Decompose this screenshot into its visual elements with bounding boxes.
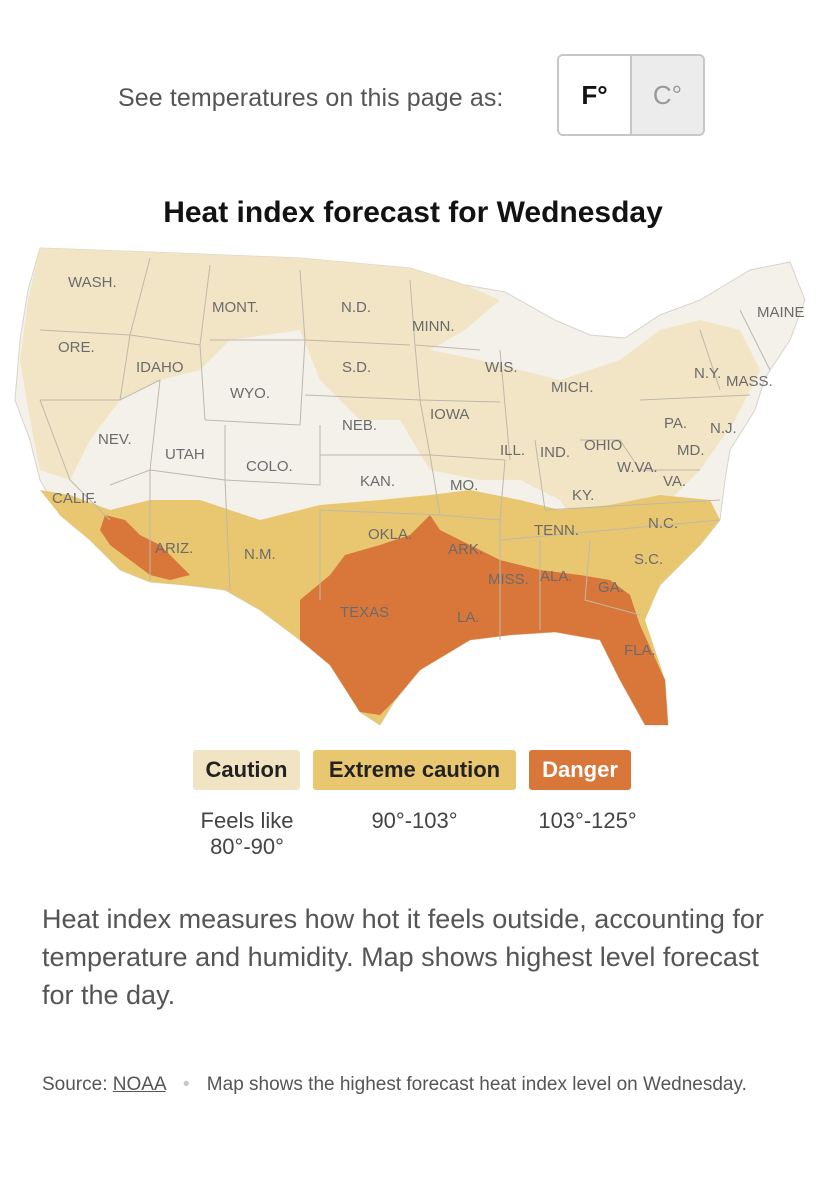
unit-selector-row: See temperatures on this page as: F° C°	[0, 54, 826, 138]
label-va: VA.	[663, 473, 686, 490]
label-la: LA.	[457, 609, 480, 626]
legend-danger-swatch: Danger	[529, 750, 631, 790]
source-note-text: Map shows the highest forecast heat inde…	[206, 1074, 747, 1095]
label-utah: UTAH	[165, 446, 205, 463]
label-ind: IND.	[540, 444, 570, 461]
source-note: Source: NOAA • Map shows the highest for…	[42, 1072, 782, 1098]
label-wyo: WYO.	[230, 385, 270, 402]
label-ariz: ARIZ.	[155, 540, 193, 557]
label-idaho: IDAHO	[136, 359, 184, 376]
label-ny: N.Y.	[694, 365, 721, 382]
map-legend: Caution Extreme caution Danger	[0, 750, 826, 790]
label-mont: MONT.	[212, 299, 259, 316]
label-nj: N.J.	[710, 420, 737, 437]
label-iowa: IOWA	[430, 406, 469, 423]
map-description: Heat index measures how hot it feels out…	[42, 904, 764, 1010]
label-ark: ARK.	[448, 541, 483, 558]
source-prefix: Source:	[42, 1074, 108, 1095]
label-wva: W.VA.	[617, 459, 658, 476]
label-maine: MAINE	[757, 304, 805, 321]
label-ore: ORE.	[58, 339, 95, 356]
legend-danger-range: 103°-125°	[538, 808, 637, 833]
danger-region-southwest	[100, 515, 190, 580]
label-okla: OKLA.	[368, 526, 412, 543]
label-ill: ILL.	[500, 442, 525, 459]
label-ky: KY.	[572, 487, 594, 504]
caution-region	[20, 248, 760, 530]
label-colo: COLO.	[246, 458, 293, 475]
heat-index-map: WASH. ORE. CALIF. IDAHO NEV. MONT. WYO. …	[0, 235, 826, 735]
fahrenheit-button[interactable]: F°	[559, 56, 632, 134]
label-nev: NEV.	[98, 431, 132, 448]
label-ga: GA.	[598, 579, 624, 596]
label-texas: TEXAS	[340, 604, 389, 621]
label-nm: N.M.	[244, 546, 276, 563]
label-mich: MICH.	[551, 379, 594, 396]
label-neb: NEB.	[342, 417, 377, 434]
legend-extreme-caution-range: 90°-103°	[371, 808, 458, 833]
unit-toggle: F° C°	[557, 54, 705, 136]
label-miss: MISS.	[488, 571, 529, 588]
legend-extreme-caution-swatch: Extreme caution	[313, 750, 516, 790]
label-calif: CALIF.	[52, 490, 97, 507]
label-mass: MASS.	[726, 373, 773, 390]
danger-region	[300, 515, 668, 725]
legend-caution-swatch: Caution	[193, 750, 300, 790]
label-wis: WIS.	[485, 359, 518, 376]
celsius-button[interactable]: C°	[632, 56, 703, 134]
label-nd: N.D.	[341, 299, 371, 316]
label-wash: WASH.	[68, 274, 117, 291]
unit-prompt: See temperatures on this page as:	[118, 84, 504, 112]
source-link-noaa[interactable]: NOAA	[112, 1074, 166, 1095]
label-ala: ALA.	[540, 568, 573, 585]
label-mo: MO.	[450, 477, 478, 494]
label-sd: S.D.	[342, 359, 371, 376]
legend-caution-range: Feels like 80°-90°	[200, 808, 294, 859]
label-md: MD.	[677, 442, 705, 459]
label-ohio: OHIO	[584, 437, 622, 454]
state-labels: WASH. ORE. CALIF. IDAHO NEV. MONT. WYO. …	[52, 274, 805, 659]
label-fla: FLA.	[624, 642, 656, 659]
label-tenn: TENN.	[534, 522, 579, 539]
label-nc: N.C.	[648, 515, 678, 532]
label-minn: MINN.	[412, 318, 455, 335]
separator-dot: •	[182, 1074, 190, 1095]
map-title: Heat index forecast for Wednesday	[163, 196, 663, 229]
state-borders	[39, 257, 771, 640]
label-kan: KAN.	[360, 473, 395, 490]
label-sc: S.C.	[634, 551, 663, 568]
label-pa: PA.	[664, 415, 687, 432]
